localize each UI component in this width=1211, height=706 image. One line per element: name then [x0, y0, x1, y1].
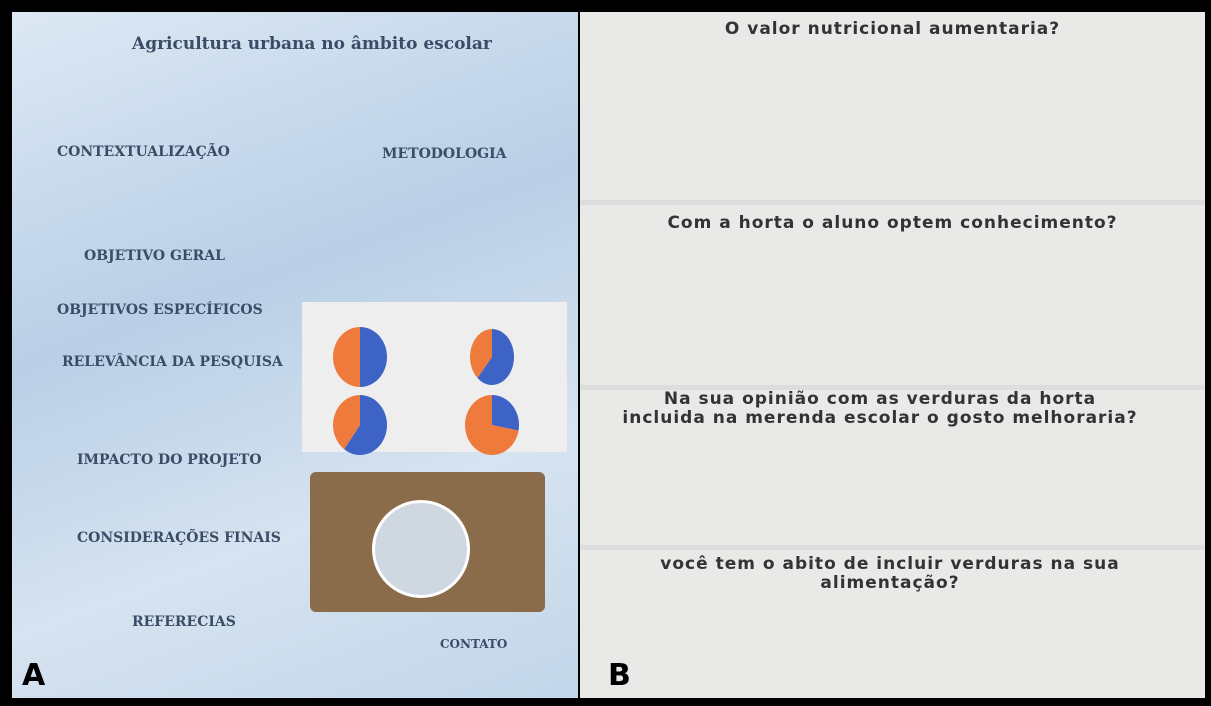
sheet: [580, 550, 1205, 698]
sheet: [580, 12, 1205, 200]
poster-title: Agricultura urbana no âmbito escolar: [132, 34, 492, 54]
pie-slice: [465, 395, 519, 455]
poster-photo-circle: [372, 500, 470, 598]
chart-title: O valor nutricional aumentaria?: [724, 19, 1061, 39]
heading: RELEVÂNCIA DA PESQUISA: [62, 354, 283, 370]
heading: OBJETIVO GERAL: [84, 248, 225, 264]
sheet: [580, 205, 1205, 385]
charts-photo: O valor nutricional aumentaria? Com a ho…: [580, 12, 1205, 698]
heading: REFERECIAS: [132, 614, 236, 630]
heading: CONTEXTUALIZAÇÃO: [57, 144, 230, 160]
pie-slice: [344, 395, 387, 456]
heading: METODOLOGIA: [382, 146, 507, 162]
heading: CONSIDERAÇÕES FINAIS: [77, 530, 281, 546]
heading: CONTATO: [440, 637, 508, 651]
sheet: [580, 390, 1205, 545]
chart-title: Na sua opinião com as verduras da horta …: [622, 389, 1138, 428]
pie-slice: [333, 395, 360, 450]
pie-slice: [333, 327, 360, 387]
chart-title: você tem o abito de incluir verduras na …: [660, 554, 1120, 593]
heading: IMPACTO DO PROJETO: [77, 452, 262, 468]
heading: OBJETIVOS ESPECÍFICOS: [57, 302, 263, 318]
panel-label: B: [608, 658, 631, 693]
pie-slice: [360, 327, 387, 387]
pie-slice: [492, 395, 519, 431]
chart-title: Com a horta o aluno optem conhecimento?: [667, 213, 1118, 233]
panel-label: A: [22, 658, 46, 693]
pie-slice: [470, 329, 492, 379]
pie-slice: [477, 329, 514, 385]
